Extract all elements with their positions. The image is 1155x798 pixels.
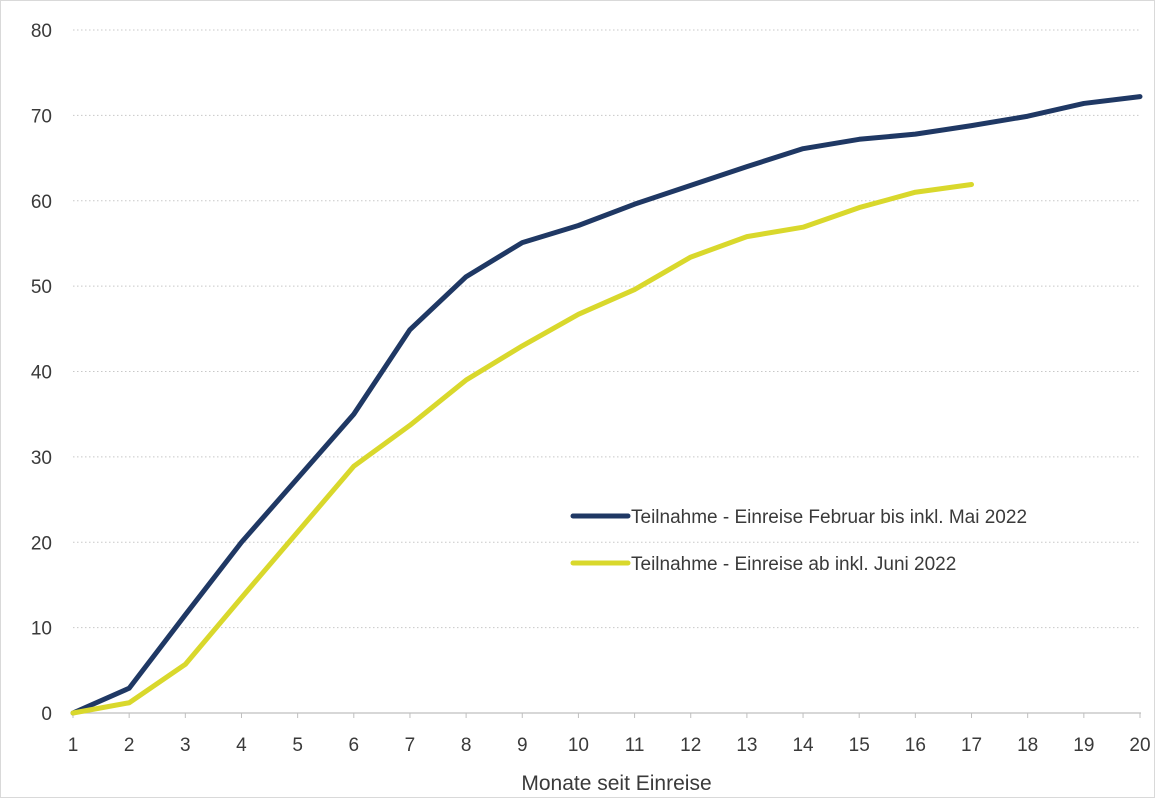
x-tick-label: 10 [568,735,589,756]
y-tick-label: 10 [31,619,52,640]
legend-label-1: Teilnahme - Einreise Februar bis inkl. M… [631,507,1027,528]
y-tick-label: 20 [31,533,52,554]
y-axis-ticks: 0 10 20 30 40 50 60 70 80 [31,21,52,725]
series-line-1 [70,94,1143,716]
y-tick-label: 80 [31,21,52,42]
y-tick-label: 0 [41,704,52,725]
series-lines [70,94,1143,716]
x-tick-label: 3 [180,735,191,756]
x-tick-label: 6 [349,735,360,756]
grid-lines [73,29,1140,629]
series-line-2 [70,182,975,716]
x-tick-label: 7 [405,735,416,756]
x-tick-label: 2 [124,735,135,756]
legend: Teilnahme - Einreise Februar bis inkl. M… [570,507,1027,575]
x-tick-label: 17 [961,735,982,756]
y-tick-label: 70 [31,106,52,127]
x-tick-label: 18 [1017,735,1038,756]
x-tick-label: 20 [1129,735,1150,756]
y-tick-label: 50 [31,277,52,298]
x-tick-label: 16 [905,735,926,756]
x-tick-label: 8 [461,735,472,756]
legend-label-2: Teilnahme - Einreise ab inkl. Juni 2022 [631,554,956,575]
y-tick-label: 60 [31,192,52,213]
x-tick-label: 1 [68,735,79,756]
x-tick-label: 9 [517,735,528,756]
x-tick-label: 4 [236,735,247,756]
x-tick-label: 15 [849,735,870,756]
y-tick-label: 40 [31,363,52,384]
y-tick-label: 30 [31,448,52,469]
x-tick-label: 19 [1073,735,1094,756]
x-tick-label: 12 [680,735,701,756]
x-axis-ticks: 1 2 3 4 5 6 7 8 9 10 11 12 13 14 15 16 17 18 19 20 [68,713,1151,756]
x-axis-title: Monate seit Einreise [521,772,711,795]
x-tick-label: 14 [792,735,814,756]
x-tick-label: 5 [292,735,303,756]
x-tick-label: 13 [736,735,757,756]
x-tick-label: 11 [625,735,645,756]
